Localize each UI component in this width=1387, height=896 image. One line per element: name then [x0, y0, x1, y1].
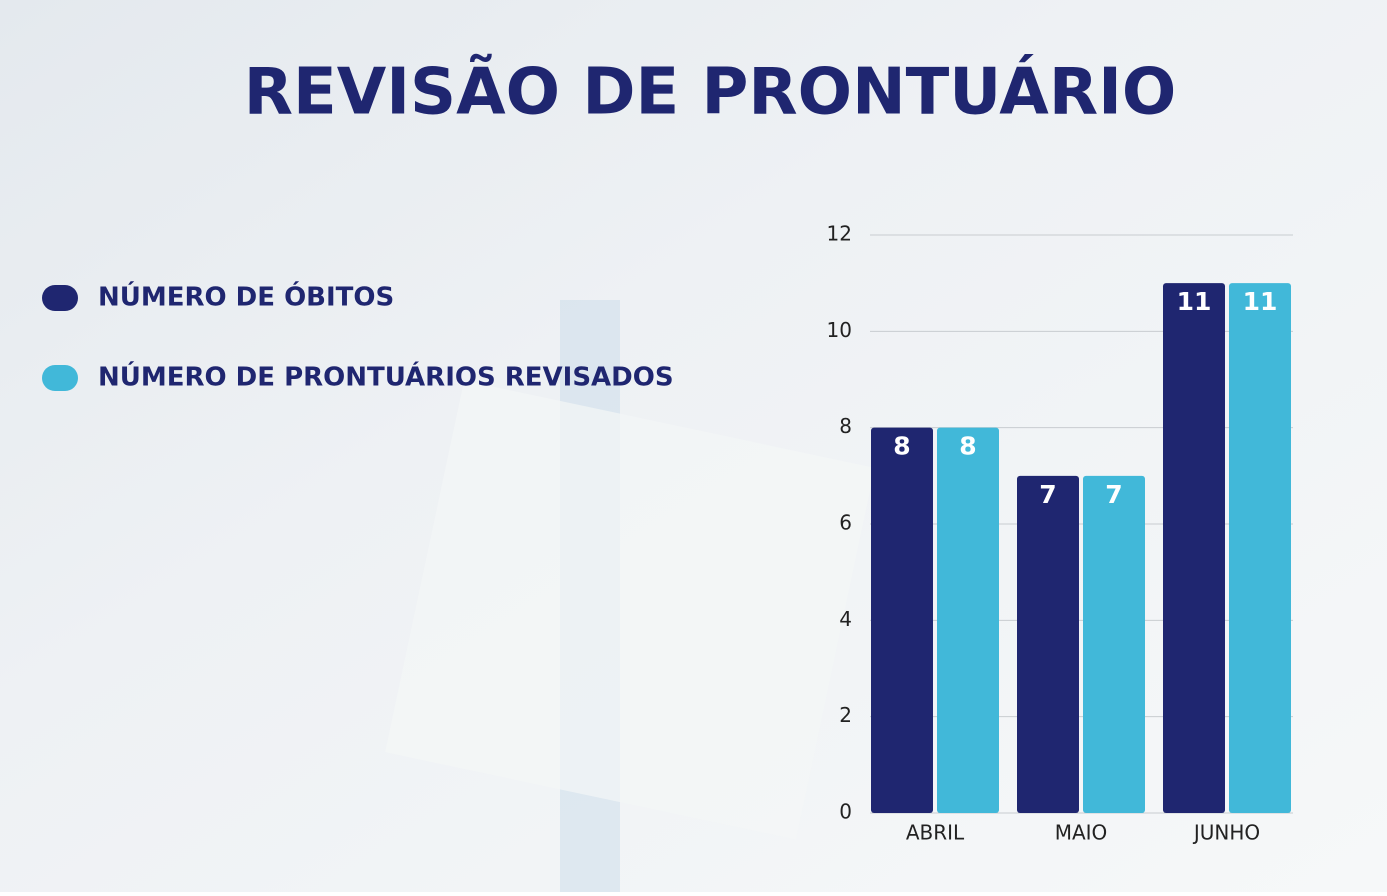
bar: [1083, 475, 1145, 813]
bar: [1017, 475, 1079, 813]
y-tick-label: 0: [839, 800, 852, 824]
chart-title: REVISÃO DE PRONTUÁRIO: [244, 54, 1177, 130]
x-tick-label: JUNHO: [1192, 821, 1260, 845]
data-label: 11: [1177, 287, 1212, 316]
bar: [1229, 283, 1291, 814]
y-tick-label: 2: [839, 703, 852, 727]
x-tick-label: ABRIL: [906, 821, 965, 845]
x-tick-label: MAIO: [1055, 821, 1108, 845]
data-label: 11: [1243, 287, 1278, 316]
legend-label: NÚMERO DE PRONTUÁRIOS REVISADOS: [98, 361, 674, 393]
data-label: 8: [959, 432, 976, 461]
data-label: 7: [1039, 480, 1056, 509]
y-tick-label: 8: [839, 414, 852, 438]
bar: [1163, 283, 1225, 814]
legend-swatch: [42, 365, 78, 391]
data-label: 7: [1105, 480, 1122, 509]
y-tick-label: 10: [827, 318, 852, 342]
bar: [937, 427, 999, 813]
background-shape: [385, 380, 875, 840]
y-tick-label: 12: [827, 222, 852, 246]
bar: [871, 427, 933, 813]
y-tick-label: 6: [839, 511, 852, 535]
legend-label: NÚMERO DE ÓBITOS: [98, 281, 394, 313]
legend-swatch: [42, 285, 78, 311]
y-tick-label: 4: [839, 607, 852, 631]
data-label: 8: [893, 432, 910, 461]
